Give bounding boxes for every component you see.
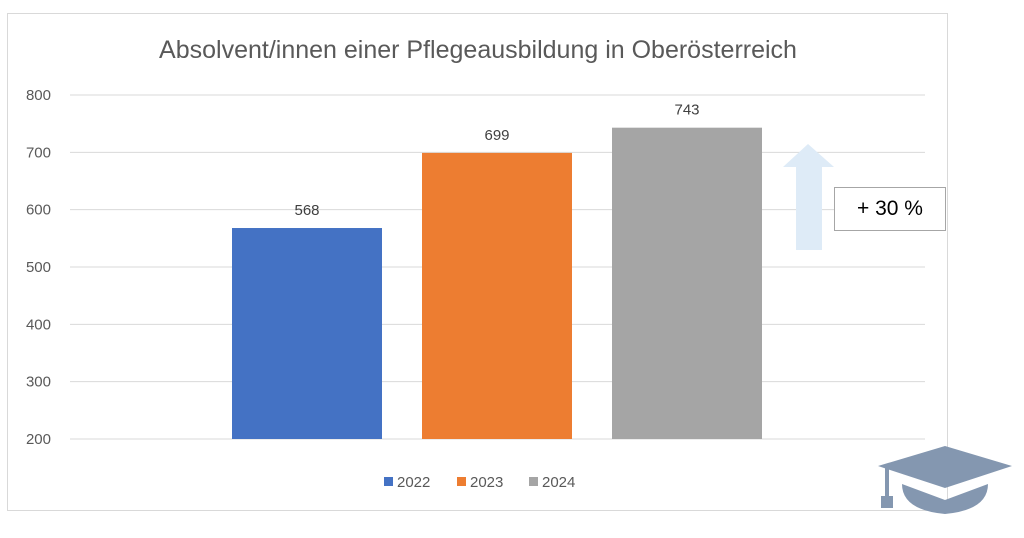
legend-swatch — [457, 477, 466, 486]
data-label: 568 — [294, 202, 319, 219]
graduation-cap-icon — [878, 446, 1012, 514]
legend-entry: 2023 — [470, 474, 503, 491]
bars — [232, 127, 762, 440]
data-labels: 568 699 743 — [294, 102, 699, 219]
data-label: 699 — [484, 127, 509, 144]
growth-annotation: + 30 % — [834, 187, 946, 231]
y-tick-label: 700 — [26, 144, 51, 161]
data-label: 743 — [674, 102, 699, 119]
legend: 2022 2023 2024 — [384, 474, 575, 491]
y-tick-label: 300 — [26, 374, 51, 391]
y-tick-label: 600 — [26, 202, 51, 219]
legend-entry: 2024 — [542, 474, 575, 491]
bar-2022 — [232, 228, 382, 439]
y-tick-label: 500 — [26, 259, 51, 276]
y-axis-ticks: 200 300 400 500 600 700 800 — [26, 87, 51, 448]
bar-2024 — [612, 127, 762, 440]
increase-arrow-icon — [783, 144, 834, 250]
chart-title: Absolvent/innen einer Pflegeausbildung i… — [159, 36, 797, 64]
y-tick-label: 400 — [26, 316, 51, 333]
y-tick-label: 200 — [26, 431, 51, 448]
y-tick-label: 800 — [26, 87, 51, 104]
legend-swatch — [529, 477, 538, 486]
legend-swatch — [384, 477, 393, 486]
legend-entry: 2022 — [397, 474, 430, 491]
bar-2023 — [422, 152, 572, 439]
